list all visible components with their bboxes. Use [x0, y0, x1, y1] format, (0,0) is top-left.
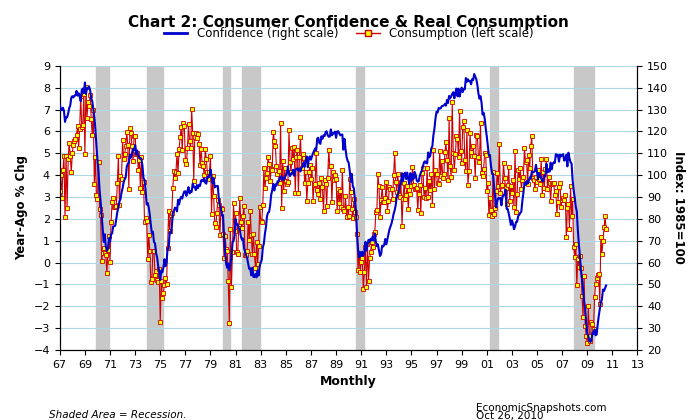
Y-axis label: Year-Ago % Chg: Year-Ago % Chg — [15, 155, 28, 260]
Bar — [97, 66, 109, 350]
Text: EconomicSnapshots.com: EconomicSnapshots.com — [476, 403, 606, 413]
Bar — [223, 66, 230, 350]
Text: Oct 26, 2010: Oct 26, 2010 — [476, 411, 543, 420]
Title: Chart 2: Consumer Confidence & Real Consumption: Chart 2: Consumer Confidence & Real Cons… — [128, 15, 569, 30]
X-axis label: Monthly: Monthly — [321, 375, 377, 388]
Bar — [242, 66, 260, 350]
Bar — [356, 66, 364, 350]
Bar — [573, 66, 594, 350]
Bar — [490, 66, 498, 350]
Text: Shaded Area = Recession.: Shaded Area = Recession. — [49, 410, 186, 420]
Bar — [146, 66, 163, 350]
Y-axis label: Index: 1985=100: Index: 1985=100 — [672, 152, 685, 264]
Legend: Confidence (right scale), Consumption (left scale): Confidence (right scale), Consumption (l… — [159, 22, 538, 45]
